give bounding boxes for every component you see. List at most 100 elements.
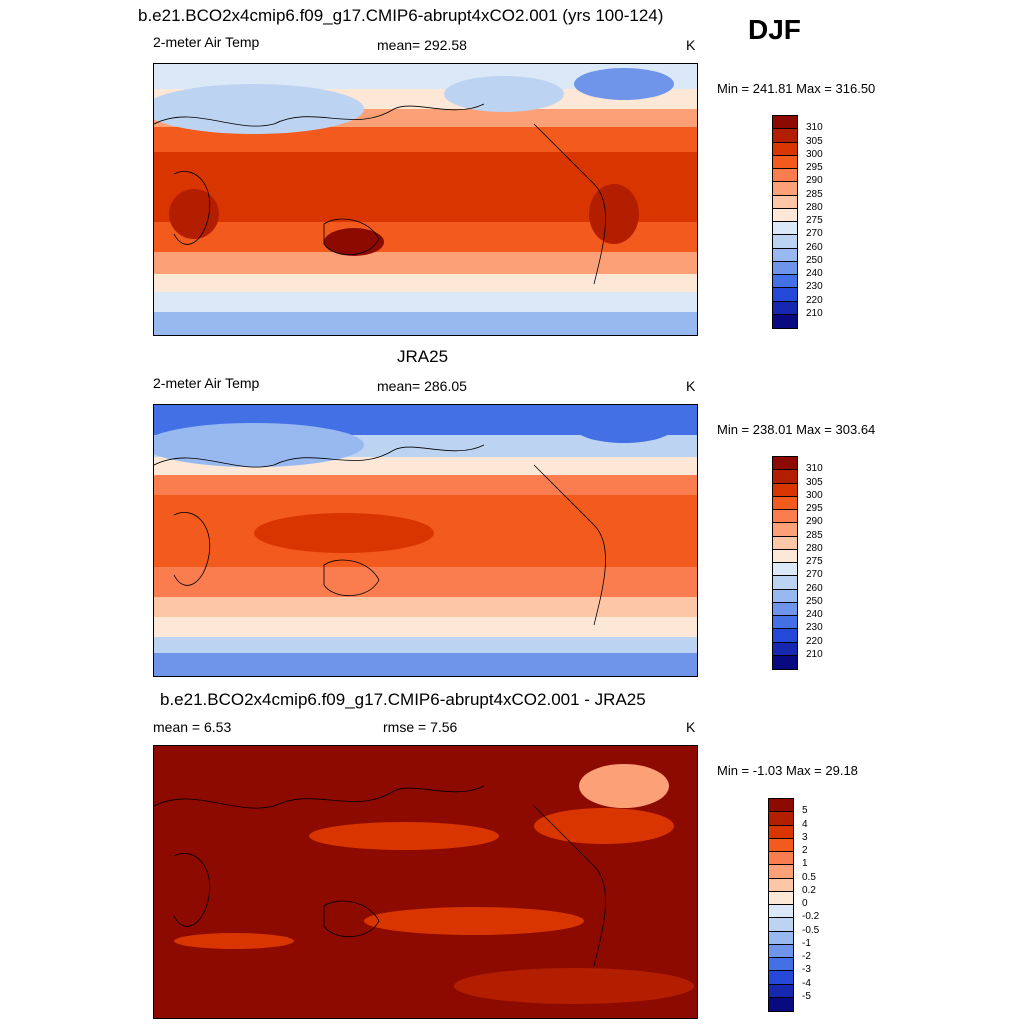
panel1-colorbar-tick-label: 280 bbox=[806, 201, 823, 213]
panel3-colorbar-swatch bbox=[769, 931, 793, 945]
panel1-colorbar-tick-label: 240 bbox=[806, 268, 823, 279]
panel1-band-south-subpolar bbox=[154, 292, 697, 312]
panel1-coastline-africa bbox=[173, 171, 211, 245]
panel2-band-south-subpolar bbox=[154, 637, 697, 653]
panel2-greenland-cold bbox=[574, 411, 674, 443]
panel3-colorbar-tick-label: 0.5 bbox=[802, 871, 816, 883]
panel2-colorbar-tick-label: 240 bbox=[806, 609, 823, 620]
panel1-title: b.e21.BCO2x4cmip6.f09_g17.CMIP6-abrupt4x… bbox=[138, 6, 664, 25]
panel2-band-south-mid bbox=[154, 597, 697, 617]
panel2-coastline-africa bbox=[173, 512, 211, 586]
panel1-coastline-americas bbox=[533, 123, 606, 285]
panel1-colorbar-swatch bbox=[773, 129, 797, 143]
panel2-colorbar-tick-label: 260 bbox=[806, 582, 823, 594]
panel1-colorbar-tick-label: 270 bbox=[806, 228, 823, 240]
panel3-colorbar-tick-label: 0.2 bbox=[802, 884, 816, 896]
panel2-colorbar-tick-label: 310 bbox=[806, 463, 823, 475]
panel2-colorbar-tick-label: 285 bbox=[806, 529, 823, 541]
panel3-coastline-africa bbox=[173, 853, 211, 927]
panel1-colorbar-tick-label: 310 bbox=[806, 122, 823, 134]
panel1-colorbar-swatch bbox=[773, 116, 797, 130]
panel3-colorbar-tick-label: 3 bbox=[802, 831, 808, 843]
panel2-colorbar-swatch bbox=[773, 576, 797, 590]
panel1-minmax-label: Min = 241.81 Max = 316.50 bbox=[717, 81, 876, 96]
panel2-colorbar bbox=[772, 456, 798, 670]
panel1-colorbar-tick-label: 210 bbox=[806, 307, 823, 319]
panel1-map-svg bbox=[154, 64, 697, 335]
panel2-units-label: K bbox=[686, 378, 696, 394]
panel2-colorbar-swatch bbox=[773, 496, 797, 510]
panel2-colorbar-swatch bbox=[773, 642, 797, 656]
panel2-variable-label: 2-meter Air Temp bbox=[153, 375, 260, 391]
panel3-colorbar bbox=[768, 798, 794, 1012]
panel1-eurasia-cold bbox=[154, 84, 364, 134]
panel2-colorbar-tick-label: 250 bbox=[806, 595, 823, 607]
panel1-colorbar-swatch bbox=[773, 261, 797, 275]
panel3-colorbar-tick-label: 4 bbox=[802, 818, 808, 830]
panel3-colorbar-swatch bbox=[769, 905, 793, 919]
panel2-title: JRA25 bbox=[397, 347, 449, 366]
panel3-colorbar-swatch bbox=[769, 838, 793, 852]
panel3-title: b.e21.BCO2x4cmip6.f09_g17.CMIP6-abrupt4x… bbox=[160, 690, 646, 709]
panel2-map bbox=[153, 404, 698, 677]
panel3-colorbar-swatch bbox=[769, 865, 793, 879]
panel2-colorbar-tick-label: 275 bbox=[806, 556, 823, 567]
panel2-colorbar-swatch bbox=[773, 483, 797, 497]
panel1-australia-hot bbox=[324, 228, 384, 256]
panel3-colorbar-tick-label: 5 bbox=[802, 805, 808, 817]
panel3-colorbar-tick-label: -1 bbox=[802, 937, 811, 949]
panel2-colorbar-swatch bbox=[773, 457, 797, 471]
panel2-coastline-north bbox=[154, 444, 485, 468]
panel3-colorbar-swatch bbox=[769, 958, 793, 972]
panel2-colorbar-tick-label: 210 bbox=[806, 648, 823, 660]
panel2-colorbar-tick-label: 290 bbox=[806, 516, 823, 528]
panel1-africa-hot bbox=[169, 189, 219, 239]
panel2-colorbar-tick-label: 270 bbox=[806, 569, 823, 581]
panel3-map-svg bbox=[154, 746, 697, 1018]
panel3-southern-ocean-band bbox=[454, 968, 694, 1004]
panel3-mean-label: mean = 6.53 bbox=[153, 719, 232, 735]
panel3-colorbar-tick-label: 2 bbox=[802, 845, 808, 856]
panel1-colorbar-tick-label: 260 bbox=[806, 241, 823, 253]
panel1-colorbar-tick-label: 295 bbox=[806, 162, 823, 173]
panel1-colorbar bbox=[772, 115, 798, 329]
panel3-coastline-americas bbox=[533, 805, 606, 967]
panel1-na-cold bbox=[444, 76, 564, 112]
panel1-colorbar-tick-label: 220 bbox=[806, 294, 823, 306]
panel1-band-south-mid bbox=[154, 252, 697, 274]
panel3-atlantic-band bbox=[534, 808, 674, 844]
panel3-colorbar-swatch bbox=[769, 984, 793, 998]
panel3-colorbar-tick-label: -2 bbox=[802, 951, 811, 962]
panel1-colorbar-swatch bbox=[773, 142, 797, 156]
panel3-south-pacific-band bbox=[364, 907, 584, 935]
panel3-colorbar-tick-label: 1 bbox=[802, 858, 808, 870]
panel2-band-north-subtrop bbox=[154, 475, 697, 495]
panel3-pacific-band bbox=[309, 822, 499, 850]
panel3-coastline-australia bbox=[323, 900, 380, 938]
panel2-colorbar-tick-label: 300 bbox=[806, 489, 823, 501]
panel2-colorbar-swatch bbox=[773, 549, 797, 563]
panel1-variable-label: 2-meter Air Temp bbox=[153, 34, 260, 50]
panel1-band-south-high bbox=[154, 274, 697, 292]
panel1-coastline-north bbox=[154, 103, 485, 127]
panel1-colorbar-swatch bbox=[773, 248, 797, 262]
panel3-rmse-label: rmse = 7.56 bbox=[383, 719, 458, 735]
panel3-colorbar-swatch bbox=[769, 944, 793, 958]
panel2-colorbar-tick-label: 295 bbox=[806, 503, 823, 514]
panel2-minmax-label: Min = 238.01 Max = 303.64 bbox=[717, 422, 876, 437]
panel3-colorbar-swatch bbox=[769, 825, 793, 839]
panel1-coastline-australia bbox=[323, 218, 380, 256]
panel1-map bbox=[153, 63, 698, 336]
panel3-colorbar-swatch bbox=[769, 852, 793, 866]
panel3-colorbar-tick-label: 0 bbox=[802, 898, 808, 909]
panel3-colorbar-tick-label: -5 bbox=[802, 990, 811, 1002]
panel3-colorbar-swatch bbox=[769, 799, 793, 813]
panel1-colorbar-swatch bbox=[773, 235, 797, 249]
panel2-colorbar-swatch bbox=[773, 510, 797, 524]
panel3-minmax-label: Min = -1.03 Max = 29.18 bbox=[717, 763, 858, 778]
panel1-colorbar-swatch bbox=[773, 182, 797, 196]
panel3-colorbar-tick-label: -0.5 bbox=[802, 924, 820, 936]
panel1-colorbar-swatch bbox=[773, 222, 797, 236]
panel1-colorbar-tick-label: 290 bbox=[806, 175, 823, 187]
panel3-map bbox=[153, 745, 698, 1019]
